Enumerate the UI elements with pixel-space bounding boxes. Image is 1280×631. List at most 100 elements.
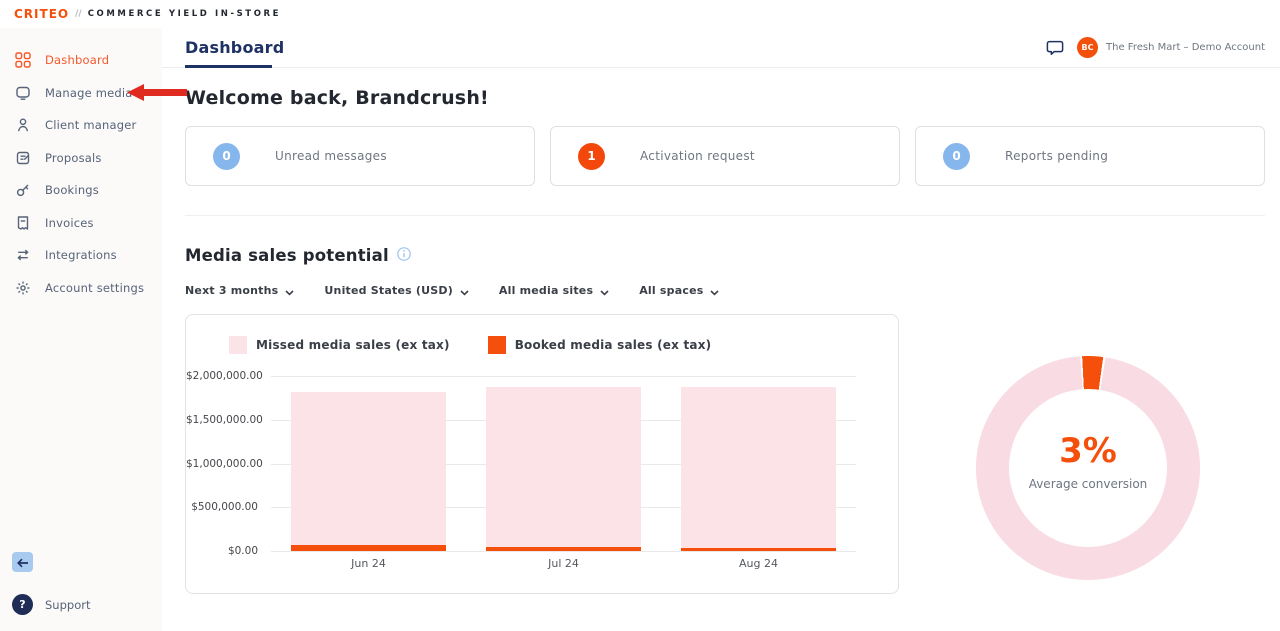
gridline — [271, 551, 856, 552]
bar-jul-24 — [466, 376, 661, 551]
conversion-value: 3% — [1059, 431, 1117, 471]
collapse-sidebar-button[interactable] — [12, 552, 33, 572]
gear-icon — [15, 280, 31, 296]
legend-item-booked: Booked media sales (ex tax) — [487, 336, 712, 354]
account-name: The Fresh Mart – Demo Account — [1106, 42, 1265, 53]
sidebar-item-label: Invoices — [45, 215, 94, 230]
key-icon — [15, 182, 31, 198]
sidebar-item-invoices[interactable]: Invoices — [0, 207, 162, 240]
sidebar-item-label: Manage media — [45, 85, 133, 100]
sidebar-item-label: Client manager — [45, 118, 137, 133]
sidebar-nav: Dashboard Manage media Client manager — [0, 28, 162, 304]
spaces-filter[interactable]: All spaces — [639, 281, 720, 300]
sidebar-item-proposals[interactable]: Proposals — [0, 142, 162, 175]
legend-label: Missed media sales (ex tax) — [256, 338, 450, 352]
bar-jun-24 — [271, 376, 466, 551]
country-currency-filter[interactable]: United States (USD) — [324, 281, 469, 300]
legend-label: Booked media sales (ex tax) — [514, 338, 712, 352]
y-axis-tick: $1,000,000.00 — [186, 457, 263, 470]
sidebar-item-label: Dashboard — [45, 53, 110, 68]
chevron-down-icon — [600, 281, 609, 300]
swap-arrows-icon — [15, 247, 31, 263]
bar-aug-24 — [661, 376, 856, 551]
media-sales-chart-card: Missed media sales (ex tax) Booked media… — [185, 314, 899, 594]
x-axis-label: Jun 24 — [351, 557, 386, 570]
filter-label: Next 3 months — [185, 284, 279, 297]
missed-segment — [486, 386, 641, 548]
question-mark-icon: ? — [12, 594, 33, 615]
date-range-filter[interactable]: Next 3 months — [185, 281, 294, 300]
activation-request-card[interactable]: 1 Activation request — [550, 126, 900, 186]
legend-item-missed: Missed media sales (ex tax) — [229, 336, 450, 354]
sidebar-item-integrations[interactable]: Integrations — [0, 239, 162, 272]
sidebar-item-account-settings[interactable]: Account settings — [0, 272, 162, 305]
sidebar-item-label: Proposals — [45, 150, 102, 165]
y-axis-tick: $0.00 — [227, 545, 258, 557]
sidebar-item-manage-media[interactable]: Manage media — [0, 77, 162, 110]
media-sites-filter[interactable]: All media sites — [499, 281, 609, 300]
filters-row: Next 3 months United States (USD) All me… — [185, 281, 1265, 300]
chat-bubble-icon[interactable] — [1045, 38, 1065, 58]
count-badge: 0 — [943, 142, 970, 170]
sidebar-item-dashboard[interactable]: Dashboard — [0, 44, 162, 77]
booked-segment — [681, 548, 836, 551]
sidebar: Dashboard Manage media Client manager — [0, 28, 162, 631]
section-divider — [185, 215, 1265, 216]
y-axis-tick: $500,000.00 — [191, 501, 258, 514]
conversion-donut-area: 3% Average conversion — [899, 314, 1265, 594]
info-icon[interactable] — [397, 246, 411, 261]
reports-pending-card[interactable]: 0 Reports pending — [915, 126, 1265, 186]
sidebar-item-label: Integrations — [45, 248, 117, 263]
unread-messages-card[interactable]: 0 Unread messages — [185, 126, 535, 186]
note-icon — [15, 150, 31, 166]
product-name: COMMERCE YIELD IN-STORE — [87, 9, 282, 19]
chevron-down-icon — [460, 281, 469, 300]
stat-cards-row: 0 Unread messages 1 Activation request 0… — [185, 126, 1265, 186]
sidebar-item-client-manager[interactable]: Client manager — [0, 109, 162, 142]
section-title: Media sales potential — [185, 246, 389, 265]
chevron-down-icon — [710, 281, 720, 300]
booked-sales-swatch — [487, 336, 506, 354]
filter-label: United States (USD) — [324, 284, 453, 297]
chevron-down-icon — [285, 281, 294, 300]
missed-segment — [681, 386, 836, 549]
collapse-sidebar-icon — [16, 553, 29, 572]
missed-segment — [291, 391, 446, 545]
page-header: Dashboard BC The Fresh Mart – Demo Accou… — [162, 28, 1280, 68]
conversion-donut-chart: 3% Average conversion — [976, 356, 1200, 580]
grid-icon — [15, 52, 31, 68]
top-bar: CRITEO // COMMERCE YIELD IN-STORE — [0, 0, 1280, 28]
x-axis-label: Jul 24 — [548, 557, 579, 570]
main-area: Dashboard BC The Fresh Mart – Demo Accou… — [162, 28, 1280, 631]
account-menu[interactable]: BC The Fresh Mart – Demo Account — [1077, 37, 1265, 58]
receipt-icon — [15, 215, 31, 231]
filter-label: All spaces — [639, 284, 704, 297]
count-badge: 0 — [213, 142, 240, 170]
screen-icon — [15, 85, 31, 101]
booked-segment — [291, 544, 446, 551]
y-axis-tick: $2,000,000.00 — [186, 370, 263, 382]
conversion-label: Average conversion — [1028, 477, 1148, 491]
support-label: Support — [45, 597, 91, 612]
chart-legend: Missed media sales (ex tax) Booked media… — [229, 336, 711, 354]
stat-label: Unread messages — [275, 149, 387, 163]
gridline — [271, 376, 856, 377]
stat-label: Reports pending — [1005, 149, 1109, 163]
support-button[interactable]: ? Support — [0, 594, 162, 615]
donut-center: 3% Average conversion — [1009, 389, 1167, 547]
booked-segment — [486, 547, 641, 551]
welcome-heading: Welcome back, Brandcrush! — [185, 87, 489, 109]
missed-sales-swatch — [229, 336, 247, 354]
bar-chart-plot: $2,000,000.00 $1,500,000.00 $1,000,000.0… — [186, 370, 898, 557]
criteo-logo[interactable]: CRITEO — [14, 7, 70, 21]
stat-label: Activation request — [640, 149, 755, 163]
y-axis-tick: $1,500,000.00 — [186, 413, 263, 426]
logo-separator: // — [75, 9, 82, 19]
active-tab-indicator — [185, 65, 272, 68]
sidebar-item-label: Bookings — [45, 183, 99, 198]
sidebar-item-bookings[interactable]: Bookings — [0, 174, 162, 207]
filter-label: All media sites — [498, 284, 594, 297]
avatar: BC — [1077, 37, 1099, 58]
sidebar-item-label: Account settings — [45, 280, 145, 295]
x-axis-label: Aug 24 — [739, 557, 778, 570]
